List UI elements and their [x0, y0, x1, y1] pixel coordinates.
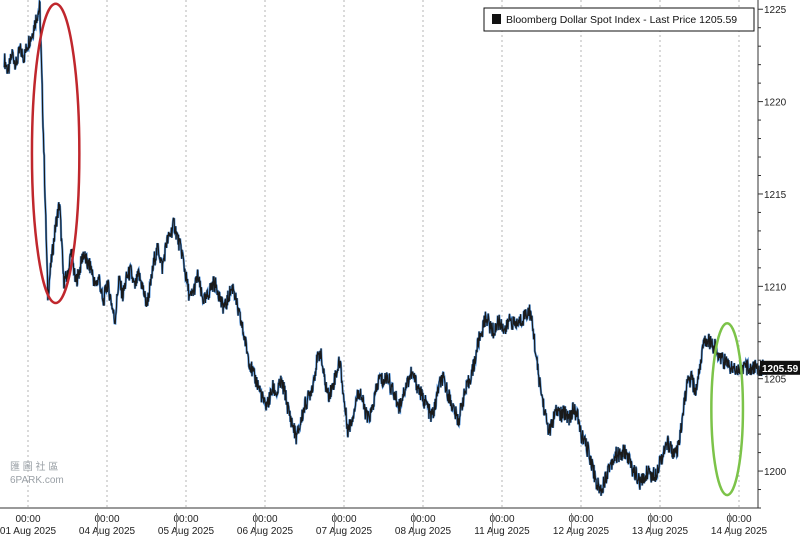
y-tick-label: 1220: [764, 98, 787, 109]
series-line-accent: [3, 0, 768, 496]
x-tick-date-label: 05 Aug 2025: [158, 526, 215, 536]
x-tick-time-label: 00:00: [331, 514, 356, 525]
watermark: 匯 圖 社 區 6PARK.com: [10, 460, 64, 486]
x-tick-date-label: 11 Aug 2025: [474, 526, 530, 536]
x-tick-date-label: 08 Aug 2025: [395, 526, 452, 536]
watermark-line1: 匯 圖 社 區: [10, 460, 58, 473]
x-tick-time-label: 00:00: [647, 514, 672, 525]
x-tick-date-label: 13 Aug 2025: [632, 526, 689, 536]
annotation-layer: [30, 2, 745, 497]
y-tick-label: 1215: [764, 190, 787, 201]
x-tick-time-label: 00:00: [173, 514, 198, 525]
y-tick-label: 1225: [764, 5, 787, 16]
series-layer: [3, 0, 768, 496]
x-tick-time-label: 00:00: [15, 514, 40, 525]
y-tick-label: 1205: [764, 375, 787, 386]
last-price-label: 1205.59: [760, 360, 800, 375]
watermark-line2: 6PARK.com: [10, 475, 64, 486]
x-tick-date-label: 06 Aug 2025: [237, 526, 294, 536]
x-tick-date-label: 04 Aug 2025: [79, 526, 136, 536]
x-tick-date-label: 14 Aug 2025: [711, 526, 768, 536]
legend-swatch: [492, 14, 501, 24]
x-tick-time-label: 00:00: [568, 514, 593, 525]
x-tick-date-label: 01 Aug 2025: [0, 526, 57, 536]
x-tick-date-label: 07 Aug 2025: [316, 526, 373, 536]
last-price-label-text: 1205.59: [762, 364, 799, 375]
x-tick-time-label: 00:00: [410, 514, 435, 525]
x-tick-time-label: 00:00: [726, 514, 751, 525]
series-line: [3, 0, 768, 496]
annotation-ellipse: [710, 322, 745, 497]
x-tick-time-label: 00:00: [489, 514, 514, 525]
legend-entry: Bloomberg Dollar Spot Index - Last Price…: [506, 14, 737, 26]
x-tick-time-label: 00:00: [252, 514, 277, 525]
x-tick-date-label: 12 Aug 2025: [553, 526, 610, 536]
grid-layer: [27, 0, 740, 508]
legend: Bloomberg Dollar Spot Index - Last Price…: [483, 7, 755, 32]
x-tick-time-label: 00:00: [94, 514, 119, 525]
y-tick-label: 1200: [764, 467, 787, 478]
last-price-label-bg: [760, 360, 800, 375]
y-tick-label: 1210: [764, 282, 787, 293]
legend-box: [483, 7, 755, 32]
annotation-ellipse: [30, 2, 81, 305]
